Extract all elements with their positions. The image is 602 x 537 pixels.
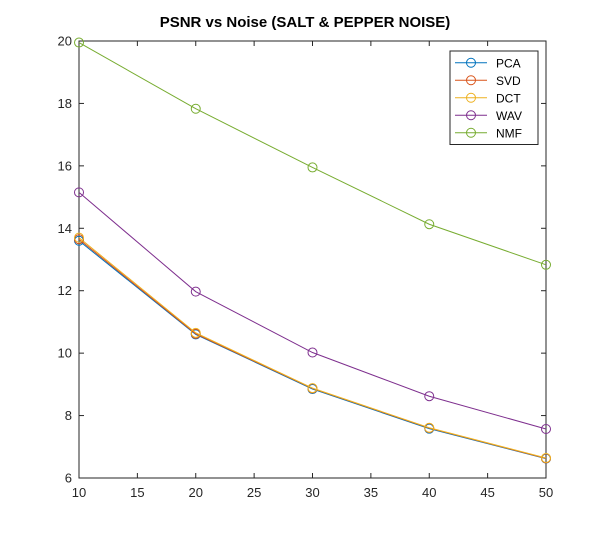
data-point-wav [190, 286, 201, 297]
legend-label-wav: WAV [496, 109, 522, 123]
data-point-wav [541, 423, 551, 434]
series-line-dct [78, 237, 547, 459]
legend-label-dct: DCT [496, 91, 521, 105]
series-line-nmf [78, 42, 547, 266]
x-tick-label: 40 [422, 485, 436, 500]
x-tick-label: 45 [480, 485, 494, 500]
data-point-nmf [541, 259, 551, 270]
legend-label-nmf: NMF [496, 126, 522, 140]
data-point-nmf [424, 219, 435, 230]
legend-item-nmf: NMF [455, 126, 522, 140]
x-tick-label: 10 [72, 485, 86, 500]
legend-label-svd: SVD [496, 74, 521, 88]
axes-box [78, 40, 547, 479]
x-tick-label: 20 [189, 485, 203, 500]
series-dct [74, 232, 551, 464]
x-tick-label: 35 [364, 485, 378, 500]
data-point-dct [424, 422, 435, 433]
data-point-nmf [74, 37, 84, 48]
legend-marker-wav [466, 110, 476, 121]
legend-item-pca: PCA [455, 56, 521, 70]
series-line-pca [78, 240, 547, 460]
legend-label-pca: PCA [496, 56, 521, 70]
y-tick-label: 18 [58, 96, 72, 111]
legend-marker-pca [466, 57, 476, 68]
series-group [74, 37, 551, 464]
data-point-wav [74, 187, 84, 198]
y-tick-label: 12 [58, 283, 72, 298]
x-tick-label: 25 [247, 485, 261, 500]
y-tick-label: 6 [65, 471, 72, 486]
data-point-nmf [307, 162, 318, 173]
axes: 10 15 20 25 30 35 40 45 50 6 8 10 12 14 16 18 20 [58, 34, 554, 501]
legend-item-wav: WAV [455, 109, 522, 123]
x-tick-label: 30 [305, 485, 319, 500]
legend-marker-nmf [466, 127, 476, 138]
data-point-dct [541, 453, 551, 464]
legend-item-svd: SVD [455, 74, 521, 88]
legend-marker-svd [466, 75, 476, 86]
x-tick-label: 15 [130, 485, 144, 500]
data-point-dct [307, 383, 318, 394]
chart-title: PSNR vs Noise (SALT & PEPPER NOISE) [160, 14, 451, 31]
y-tick-label: 20 [58, 34, 72, 49]
data-point-nmf [190, 103, 201, 114]
legend-marker-dct [466, 92, 476, 103]
y-tick-label: 14 [58, 221, 72, 236]
y-tick-label: 8 [65, 408, 72, 423]
series-wav [74, 187, 551, 434]
data-point-wav [424, 391, 435, 402]
series-line-wav [78, 192, 547, 430]
y-tick-label: 16 [58, 158, 72, 173]
data-point-wav [307, 347, 318, 358]
legend: PCA SVD DCT WAV NMF [449, 50, 539, 145]
x-tick-label: 50 [539, 485, 553, 500]
data-point-dct [74, 232, 84, 243]
legend-item-dct: DCT [455, 91, 521, 105]
y-tick-label: 10 [58, 346, 72, 361]
data-point-dct [190, 327, 201, 338]
series-nmf [74, 37, 551, 270]
